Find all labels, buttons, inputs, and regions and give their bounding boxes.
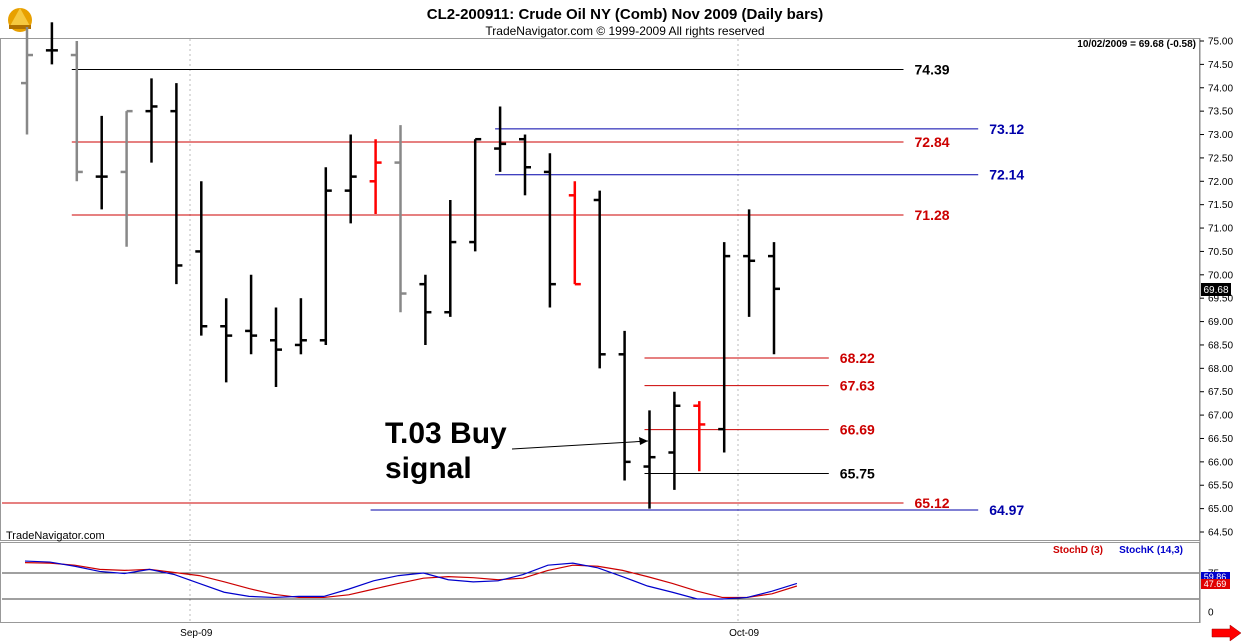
price-tick-label: 73.00 (1208, 130, 1233, 141)
level-label: 71.28 (915, 207, 950, 223)
price-tick-label: 71.00 (1208, 224, 1233, 235)
stoch-d-last-value: 47.69 (1204, 579, 1227, 589)
ohlc-bar (120, 109, 133, 247)
ohlc-bar (519, 134, 531, 196)
price-tick-label: 64.50 (1208, 528, 1233, 539)
ohlc-bar (195, 181, 208, 336)
ohlc-bar (70, 41, 83, 182)
ohlc-bar (593, 190, 606, 369)
chart-title: CL2-200911: Crude Oil NY (Comb) Nov 2009… (427, 6, 824, 23)
price-tick-label: 67.00 (1208, 411, 1233, 422)
ohlc-bar (693, 401, 706, 472)
ohlc-bar (21, 26, 33, 135)
price-tick-label: 70.00 (1208, 270, 1233, 281)
price-axis: 75.00 74.50 74.00 73.50 73.00 72.50 72.00 71.50… (1200, 37, 1233, 539)
last-price-tag (1201, 283, 1231, 296)
price-tick-label: 74.00 (1208, 83, 1233, 94)
ohlc-bar (45, 22, 58, 65)
level-label: 68.22 (840, 350, 875, 366)
level-label: 67.63 (840, 378, 875, 394)
ohlc-bar (270, 307, 282, 388)
level-label: 72.14 (989, 167, 1024, 183)
price-tick-label: 75.00 (1208, 37, 1233, 48)
price-levels: 74.39 73.12 72.84 72.14 71.28 68.22 67.63 66.69… (2, 62, 1024, 518)
price-tick-label: 68.50 (1208, 340, 1233, 351)
level-label: 66.69 (840, 422, 875, 438)
level-label: 65.12 (915, 495, 950, 511)
ohlc-bar (95, 115, 108, 210)
price-tick-label: 66.00 (1208, 457, 1233, 468)
ohlc-bar (543, 153, 556, 308)
price-tick-label: 71.50 (1208, 200, 1233, 211)
price-tick-label: 73.50 (1208, 107, 1233, 118)
price-tick-label: 72.00 (1208, 177, 1233, 188)
buy-signal-annotation: T.03 Buy signal (385, 417, 649, 485)
ohlc-bar (494, 106, 507, 172)
annotation-line-1: T.03 Buy (385, 417, 507, 450)
level-label: 73.12 (989, 121, 1024, 137)
stoch-tick-label: 0 (1208, 608, 1214, 619)
scroll-right-arrow-icon[interactable] (1211, 624, 1242, 642)
annotation-arrowhead (639, 437, 648, 445)
trade-navigator-logo (8, 8, 32, 32)
annotation-line-2: signal (385, 452, 472, 485)
price-tick-label: 65.00 (1208, 504, 1233, 515)
stoch-k-line (24, 560, 798, 600)
ohlc-bar (344, 134, 357, 224)
price-tick-label: 66.50 (1208, 434, 1233, 445)
ohlc-bar (444, 199, 457, 317)
price-tick-label: 68.00 (1208, 364, 1233, 375)
annotation-arrow (511, 440, 649, 450)
watermark: TradeNavigator.com (6, 530, 105, 542)
price-tick-label: 65.50 (1208, 481, 1233, 492)
date-label: Oct-09 (729, 628, 759, 639)
ohlc-bar (319, 167, 332, 345)
ohlc-bar (568, 181, 581, 286)
date-label: Sep-09 (180, 628, 213, 639)
ohlc-bar (718, 242, 731, 453)
legend-stoch-k: StochK (14,3) (1119, 545, 1183, 556)
level-label: 65.75 (840, 466, 875, 482)
ohlc-bar (369, 139, 382, 215)
ohlc-bar (743, 209, 756, 317)
price-tick-label: 67.50 (1208, 387, 1233, 398)
ohlc-bar (294, 298, 307, 355)
stoch-d-last-tag (1201, 579, 1230, 589)
price-tick-label: 69.50 (1208, 294, 1233, 305)
legend-stoch-d: StochD (3) (1053, 545, 1103, 556)
level-label: 74.39 (915, 62, 950, 78)
last-quote-label: 10/02/2009 = 69.68 (-0.58) (1077, 39, 1196, 50)
ohlc-bar (469, 137, 482, 252)
last-price-value: 69.68 (1203, 285, 1228, 296)
stoch-k-last-value: 59.86 (1204, 572, 1227, 582)
ohlc-bar (170, 83, 183, 285)
ohlc-bar (419, 274, 432, 345)
price-tick-label: 70.50 (1208, 247, 1233, 258)
price-tick-label: 74.50 (1208, 60, 1233, 71)
level-label: 72.84 (915, 134, 950, 150)
level-label: 64.97 (989, 502, 1024, 518)
ohlc-bar (245, 274, 258, 355)
date-axis: Sep-09 Oct-09 (180, 628, 759, 639)
chart-subtitle: TradeNavigator.com © 1999-2009 All right… (485, 24, 764, 38)
ohlc-bar (220, 298, 233, 383)
stoch-lines (24, 560, 798, 600)
ohlc-bar (668, 391, 681, 490)
price-tick-label: 72.50 (1208, 153, 1233, 164)
price-tick-label: 69.00 (1208, 317, 1233, 328)
stoch-k-last-tag (1201, 572, 1230, 582)
ohlc-bar (768, 242, 780, 355)
ohlc-bar (643, 410, 656, 509)
ohlc-bars (21, 22, 780, 509)
ohlc-bar (394, 125, 407, 313)
ohlc-bar (145, 78, 158, 163)
ohlc-bar (618, 330, 631, 481)
